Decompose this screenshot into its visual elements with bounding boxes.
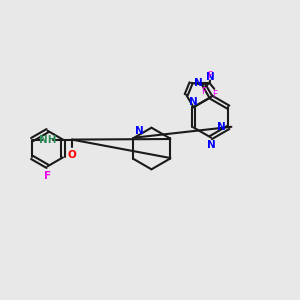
Text: O: O [68,150,76,160]
Text: N: N [194,78,203,88]
Text: N: N [217,122,226,132]
Text: N: N [206,72,214,82]
Text: NH: NH [39,135,56,145]
Text: N: N [135,126,143,136]
Text: N: N [207,140,216,151]
Text: F: F [212,90,217,99]
Text: N: N [189,97,197,106]
Text: F: F [44,171,51,182]
Text: F: F [202,87,207,96]
Text: F: F [208,71,213,80]
